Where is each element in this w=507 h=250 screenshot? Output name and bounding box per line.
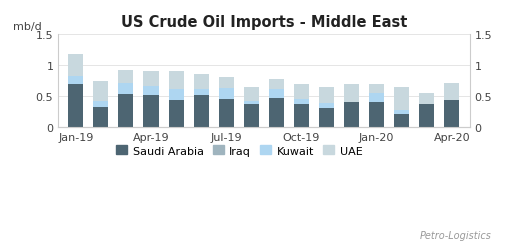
Bar: [319, 104, 334, 108]
Legend: Saudi Arabia, Iraq, Kuwait, UAE: Saudi Arabia, Iraq, Kuwait, UAE: [112, 142, 367, 160]
Bar: [219, 88, 234, 100]
Bar: [244, 104, 259, 127]
Text: mb/d: mb/d: [13, 22, 42, 32]
Bar: [294, 100, 309, 104]
Text: Petro-Logistics: Petro-Logistics: [420, 230, 492, 240]
Bar: [168, 90, 184, 100]
Bar: [219, 78, 234, 88]
Bar: [319, 87, 334, 104]
Bar: [68, 77, 83, 84]
Bar: [419, 104, 434, 127]
Bar: [168, 72, 184, 90]
Bar: [194, 89, 209, 95]
Bar: [294, 85, 309, 100]
Bar: [369, 94, 384, 103]
Bar: [143, 72, 159, 87]
Bar: [68, 55, 83, 77]
Bar: [143, 87, 159, 96]
Bar: [93, 102, 108, 107]
Bar: [344, 84, 359, 103]
Bar: [419, 94, 434, 104]
Bar: [445, 101, 459, 127]
Bar: [269, 90, 284, 99]
Bar: [194, 95, 209, 127]
Bar: [68, 84, 83, 127]
Bar: [319, 108, 334, 127]
Bar: [219, 100, 234, 127]
Bar: [93, 108, 108, 127]
Bar: [369, 103, 384, 127]
Bar: [119, 71, 133, 84]
Bar: [194, 75, 209, 89]
Bar: [269, 99, 284, 127]
Bar: [294, 104, 309, 127]
Bar: [244, 102, 259, 104]
Bar: [369, 84, 384, 94]
Title: US Crude Oil Imports - Middle East: US Crude Oil Imports - Middle East: [121, 15, 407, 30]
Bar: [244, 87, 259, 102]
Bar: [344, 103, 359, 127]
Bar: [394, 110, 409, 115]
Bar: [445, 84, 459, 101]
Bar: [143, 96, 159, 127]
Bar: [394, 87, 409, 110]
Bar: [168, 100, 184, 127]
Bar: [119, 84, 133, 95]
Bar: [269, 80, 284, 90]
Bar: [394, 115, 409, 127]
Bar: [93, 82, 108, 102]
Bar: [119, 95, 133, 127]
